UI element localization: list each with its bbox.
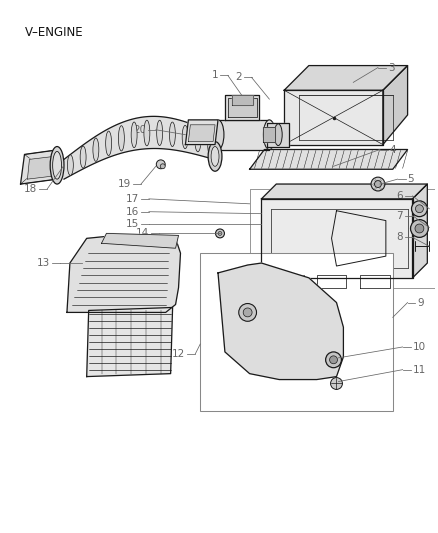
Text: 13: 13 [37,258,50,268]
Polygon shape [250,149,408,169]
Polygon shape [261,184,427,199]
Polygon shape [87,308,173,377]
Text: 18: 18 [24,184,37,194]
Polygon shape [232,95,253,105]
Ellipse shape [118,126,124,151]
Bar [200,253,393,411]
Text: 4: 4 [390,144,396,155]
Text: 19: 19 [118,179,131,189]
Ellipse shape [218,231,222,236]
Ellipse shape [410,220,428,237]
Ellipse shape [274,124,282,146]
Polygon shape [261,199,413,278]
Ellipse shape [263,120,275,149]
Polygon shape [284,66,408,90]
Polygon shape [21,149,60,184]
Polygon shape [383,66,408,144]
Polygon shape [267,123,289,147]
Ellipse shape [157,120,162,146]
Text: 15: 15 [126,219,139,229]
Ellipse shape [331,377,343,390]
Polygon shape [28,156,54,179]
Ellipse shape [325,352,342,368]
Ellipse shape [67,155,73,175]
Polygon shape [317,275,346,288]
Text: 5: 5 [408,174,414,184]
Ellipse shape [53,151,61,179]
Text: 20: 20 [133,125,146,135]
Polygon shape [360,275,390,288]
Ellipse shape [412,201,427,216]
Text: 2: 2 [235,72,242,83]
Ellipse shape [371,177,385,191]
Polygon shape [284,90,383,144]
Polygon shape [67,236,180,312]
Text: 8: 8 [396,232,403,243]
Ellipse shape [212,120,224,149]
Text: 6: 6 [396,191,403,201]
Ellipse shape [106,131,112,156]
Ellipse shape [144,120,150,146]
Text: 9: 9 [417,297,424,308]
Text: 12: 12 [172,349,185,359]
Polygon shape [218,120,269,149]
Ellipse shape [215,229,224,238]
Bar [250,189,435,288]
Text: V–ENGINE: V–ENGINE [25,26,83,39]
Ellipse shape [160,164,165,169]
Text: 3: 3 [388,62,395,72]
Polygon shape [102,233,179,248]
Text: 1: 1 [212,70,218,80]
Ellipse shape [374,181,381,188]
Text: 10: 10 [413,342,426,352]
Polygon shape [274,275,304,288]
Ellipse shape [208,142,222,171]
Ellipse shape [131,122,137,148]
Text: 7: 7 [396,211,403,221]
Ellipse shape [156,160,165,169]
Ellipse shape [416,205,424,213]
Text: 17: 17 [126,194,139,204]
Ellipse shape [50,147,64,184]
Polygon shape [188,125,215,142]
Polygon shape [413,184,427,278]
Polygon shape [225,95,259,120]
Ellipse shape [170,122,175,147]
Polygon shape [228,98,257,117]
Ellipse shape [329,356,337,364]
Text: 11: 11 [413,365,426,375]
Ellipse shape [182,125,188,149]
Ellipse shape [415,224,424,233]
Ellipse shape [208,135,214,156]
Ellipse shape [93,138,99,161]
Polygon shape [218,263,343,379]
Text: 16: 16 [126,207,139,217]
Ellipse shape [239,303,257,321]
Polygon shape [64,116,217,179]
Ellipse shape [211,147,219,166]
Ellipse shape [195,130,201,152]
Ellipse shape [80,146,86,168]
Polygon shape [185,120,218,144]
Ellipse shape [243,308,252,317]
Text: 14: 14 [136,229,149,238]
Polygon shape [263,127,275,142]
